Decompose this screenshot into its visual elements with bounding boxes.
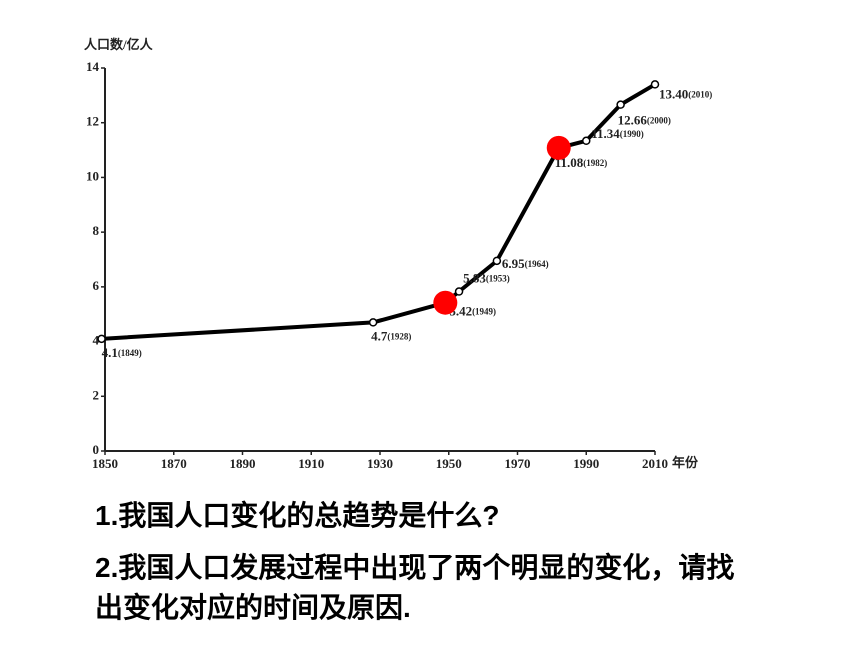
y-axis-label: 人口数/亿人 — [84, 37, 154, 52]
y-tick-label: 6 — [93, 278, 100, 293]
x-tick-label: 1910 — [298, 456, 324, 471]
year-label: (1964) — [525, 259, 549, 269]
data-label: 6.95(1964) — [502, 256, 549, 271]
data-label: 12.66(2000) — [618, 113, 671, 128]
value-label: 6.95 — [502, 256, 525, 271]
point — [616, 100, 625, 109]
point — [454, 287, 464, 296]
data-label: 4.1(1849) — [102, 345, 142, 360]
point — [650, 80, 660, 89]
y-tick-label: 0 — [93, 442, 100, 457]
value-label: 13.40 — [659, 86, 688, 101]
x-tick-label: 1890 — [230, 456, 256, 471]
year-label: (1928) — [387, 331, 411, 341]
chart: 人口数/亿人 年份 0 2 4 6 8 10 12 14 1850 1870 1890 1910 193… — [84, 37, 712, 471]
year-label: (2010) — [688, 89, 712, 99]
x-tick-label: 1970 — [505, 456, 531, 471]
x-axis-label: 年份 — [672, 455, 699, 470]
point — [368, 318, 378, 327]
year-label: (1949) — [472, 307, 496, 317]
value-label: 12.66 — [618, 113, 648, 128]
point — [582, 136, 591, 146]
highlight-point — [433, 290, 458, 315]
point — [97, 334, 106, 344]
year-label: (1990) — [620, 129, 644, 139]
x-tick-label: 1950 — [436, 456, 462, 471]
x-tick-label: 1870 — [161, 456, 187, 471]
point — [492, 256, 502, 266]
data-label: 13.40(2010) — [659, 86, 712, 101]
y-tick-label: 8 — [93, 223, 100, 238]
data-label: 11.34(1990) — [591, 126, 644, 141]
year-label: (2000) — [647, 116, 671, 126]
x-tick-label: 1990 — [573, 456, 599, 471]
data-label: 4.7(1928) — [371, 328, 411, 343]
year-label: (1982) — [583, 158, 607, 168]
line — [101, 82, 657, 341]
y-tick-label: 12 — [86, 114, 99, 129]
x-tick-label: 1850 — [92, 456, 118, 471]
value-label: 5.83 — [463, 270, 486, 285]
question: 1.我国人口变化的总趋势是什么? — [95, 500, 500, 531]
value-label: 11.34 — [591, 126, 620, 141]
y-tick-label: 14 — [86, 59, 100, 74]
x-tick-label: 2010 — [642, 456, 668, 471]
data-label: 5.83(1953) — [463, 270, 510, 285]
year-label: (1953) — [486, 274, 510, 284]
x-tick-label: 1930 — [367, 456, 393, 471]
value-label: 4.7 — [371, 328, 388, 343]
question: 2.我国人口发展过程中出现了两个明显的变化，请找出变化对应的时间及原因. — [95, 552, 735, 623]
y-tick-label: 2 — [93, 387, 100, 402]
y-tick-label: 10 — [86, 168, 99, 183]
value-label: 4.1 — [102, 345, 118, 360]
y-tick-label: 4 — [93, 333, 100, 348]
highlight-point — [546, 135, 571, 160]
year-label: (1849) — [118, 348, 142, 358]
